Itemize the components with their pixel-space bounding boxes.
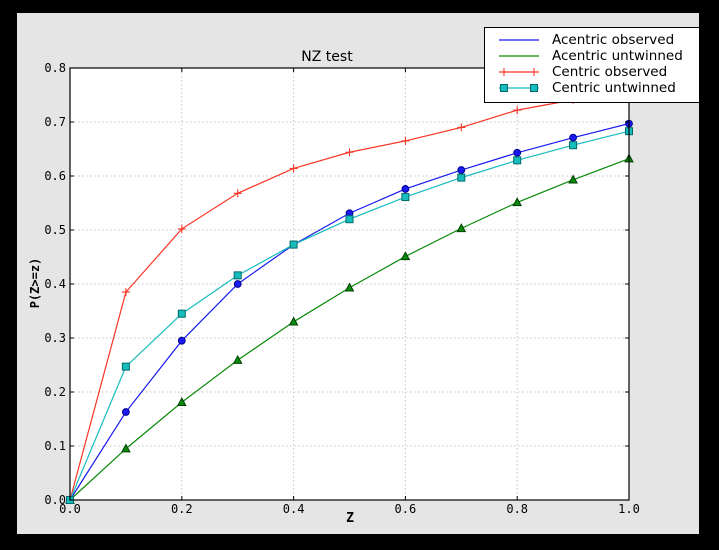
x-tick-label: 0.4: [282, 502, 305, 516]
legend-item: Centric untwinned: [485, 80, 699, 96]
chart-title: NZ test: [301, 49, 353, 65]
x-axis-label: Z: [346, 511, 354, 526]
legend-label: Acentric observed: [552, 32, 675, 48]
x-tick-label: 0.8: [506, 502, 529, 516]
x-tick-label: 0.0: [59, 502, 81, 516]
y-tick-label: 0.2: [44, 384, 66, 399]
legend-label: Acentric untwinned: [552, 48, 683, 64]
legend-plus-line-sample: [499, 68, 539, 76]
legend-item: Acentric observed: [485, 32, 699, 48]
y-tick-label: 0.8: [44, 60, 66, 75]
series-acentric-untwinned: [65, 153, 634, 504]
y-tick-label: 0.4: [44, 276, 66, 291]
gridlines: [70, 68, 629, 500]
y-tick-label: 0.1: [44, 438, 66, 453]
legend-circle-line-sample: [499, 39, 539, 41]
legend-square-line-sample: [499, 84, 539, 92]
legend: Acentric observed Acentric untwinned Centr…: [484, 27, 700, 103]
legend-item: Acentric untwinned: [485, 48, 699, 64]
legend-triangle-line-sample: [499, 55, 539, 57]
x-tick-label: 1.0: [618, 502, 640, 516]
y-tick-label: 0.6: [44, 168, 66, 183]
y-tick-label: 0.7: [44, 114, 66, 129]
x-tick-label: 0.6: [394, 502, 417, 516]
y-tick-label: 0.3: [44, 330, 66, 345]
y-tick-label: 0.0: [44, 492, 66, 507]
legend-label: Centric observed: [552, 64, 668, 80]
x-tick-label: 0.2: [170, 502, 193, 516]
y-tick-label: 0.5: [44, 222, 66, 237]
legend-item: Centric observed: [485, 64, 699, 80]
legend-label: Centric untwinned: [552, 80, 676, 96]
